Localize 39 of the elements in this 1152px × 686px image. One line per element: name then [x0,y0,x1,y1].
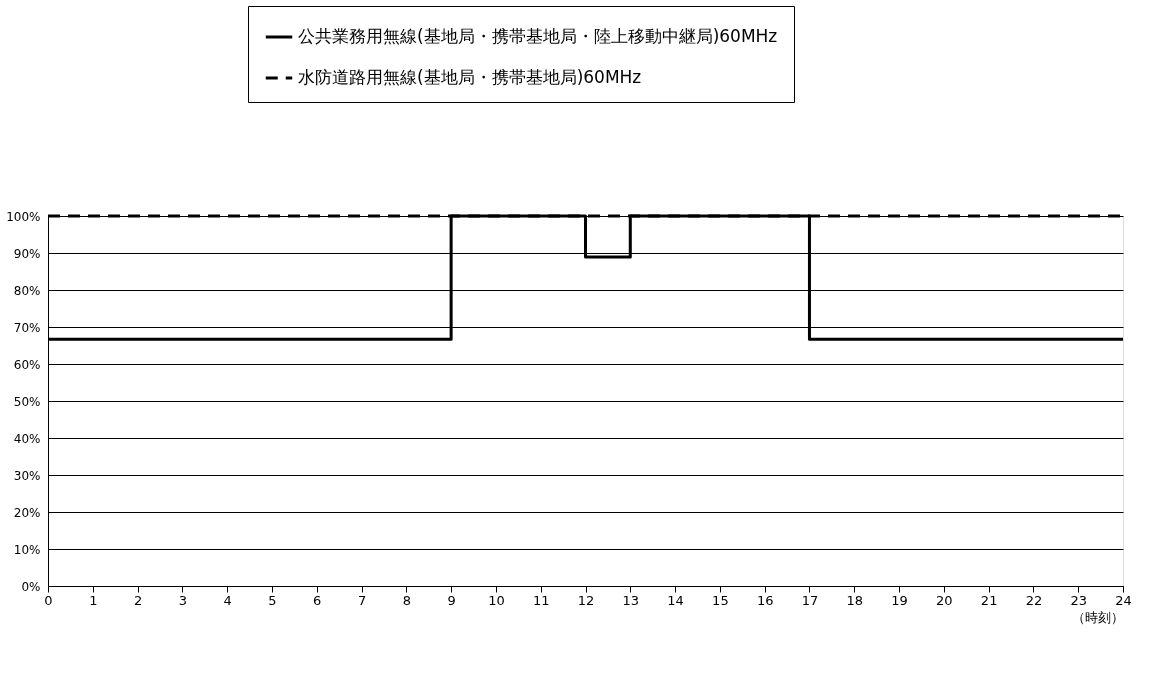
x-tick-label: 1 [89,592,98,608]
y-tick-label: 100% [6,209,41,224]
y-tick-label: 80% [13,283,41,298]
y-tick-label: 90% [13,246,41,261]
x-tick-label: 17 [801,592,819,608]
y-tick-label: 70% [13,320,41,335]
x-tick-label: 3 [178,592,188,608]
legend-label: 水防道路用無線(基地局・携帯基地局)60MHz [298,67,642,87]
y-tick-label: 0% [21,579,41,594]
x-tick-label: 13 [622,592,640,608]
legend-label: 公共業務用無線(基地局・携帯基地局・陸上移動中継局)60MHz [298,26,778,46]
x-tick-label: 24 [1115,592,1132,608]
y-tick-label: 10% [13,542,41,557]
x-tick-label: 7 [357,592,367,608]
x-tick-label: 23 [1070,592,1087,608]
x-tick-label: 2 [133,592,143,608]
y-tick-label: 60% [13,357,41,372]
y-tick-label: 50% [13,394,41,409]
x-tick-label: 12 [577,592,595,608]
x-tick-label: 8 [402,592,411,608]
x-tick-label: 9 [447,592,456,608]
y-tick-label: 20% [13,505,41,520]
x-axis-title: （時刻） [1071,609,1124,625]
x-tick-label: 4 [223,592,232,608]
x-tick-label: 15 [712,592,729,608]
x-tick-label: 10 [488,592,505,608]
x-tick-label: 6 [313,592,322,608]
y-tick-label: 30% [13,468,41,483]
x-tick-label: 19 [891,592,908,608]
x-tick-label: 21 [980,592,998,608]
x-tick-label: 0 [44,592,53,608]
x-tick-label: 14 [667,592,684,608]
x-tick-label: 5 [268,592,277,608]
x-tick-label: 16 [756,592,774,608]
x-tick-label: 20 [936,592,953,608]
x-tick-label: 11 [532,592,550,608]
y-tick-label: 40% [13,431,41,446]
x-tick-label: 18 [846,592,864,608]
x-tick-label: 22 [1025,592,1043,608]
